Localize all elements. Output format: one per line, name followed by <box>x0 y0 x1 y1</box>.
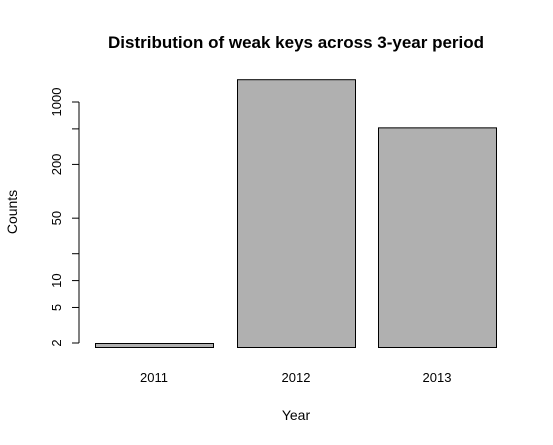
y-tick-label-10: 10 <box>49 273 64 287</box>
chart-title: Distribution of weak keys across 3-year … <box>108 33 484 52</box>
x-tick-labels: 2011 2012 2013 <box>140 370 451 385</box>
y-tick-label-1000: 1000 <box>49 88 64 117</box>
y-tick-label-200: 200 <box>49 154 64 176</box>
x-tick-label-2013: 2013 <box>423 370 452 385</box>
y-axis: 2 5 10 50 200 1000 <box>49 88 80 347</box>
bars <box>95 79 497 348</box>
x-axis-label: Year <box>282 407 311 423</box>
bar-2013 <box>378 127 497 348</box>
y-tick-label-2: 2 <box>49 339 64 346</box>
y-tick-label-50: 50 <box>49 211 64 225</box>
x-tick-label-2012: 2012 <box>282 370 311 385</box>
bar-2012 <box>237 79 356 348</box>
bar-2011 <box>95 343 214 348</box>
y-axis-label: Counts <box>4 190 20 234</box>
x-tick-label-2011: 2011 <box>140 370 168 385</box>
y-tick-label-5: 5 <box>49 304 64 311</box>
